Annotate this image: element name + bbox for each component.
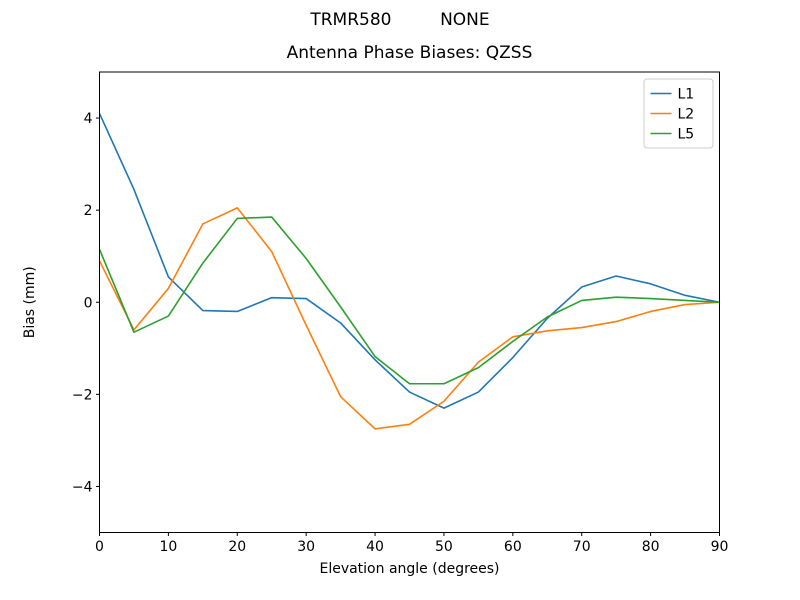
y-tick-label: −4 (72, 479, 93, 495)
legend-box (643, 78, 714, 149)
series-line-L5 (98, 216, 720, 385)
x-tick-label: 90 (711, 539, 729, 555)
x-tick-label: 50 (435, 539, 453, 555)
x-tick-label: 80 (642, 539, 660, 555)
legend-item-L2: L2 (650, 107, 695, 123)
x-tick-label: 10 (159, 539, 177, 555)
series-line-L2 (98, 207, 720, 430)
legend-label-L5: L5 (678, 127, 695, 143)
x-tick-label: 20 (228, 539, 246, 555)
legend-item-L5: L5 (650, 127, 695, 143)
x-tick-label: 30 (297, 539, 315, 555)
x-tick-label: 0 (95, 539, 104, 555)
y-tick-label: −2 (72, 387, 93, 403)
x-tick-label: 70 (573, 539, 591, 555)
legend: L1 L2 L5 (643, 78, 714, 149)
y-tick-label: 4 (84, 111, 93, 127)
y-tick-label: 0 (84, 295, 93, 311)
y-tick-label: 2 (84, 203, 93, 219)
figure-suptitle: TRMR580 NONE (309, 10, 489, 30)
x-tick-label: 40 (366, 539, 384, 555)
legend-item-L1: L1 (650, 87, 695, 103)
legend-label-L1: L1 (678, 87, 695, 103)
series-line-L1 (98, 113, 720, 409)
chart-title: Antenna Phase Biases: QZSS (287, 43, 533, 63)
x-axis-label: Elevation angle (degrees) (319, 561, 499, 577)
x-tick-label: 60 (504, 539, 522, 555)
y-axis-label: Bias (mm) (22, 266, 38, 338)
axes-frame (99, 71, 720, 533)
legend-label-L2: L2 (678, 107, 695, 123)
